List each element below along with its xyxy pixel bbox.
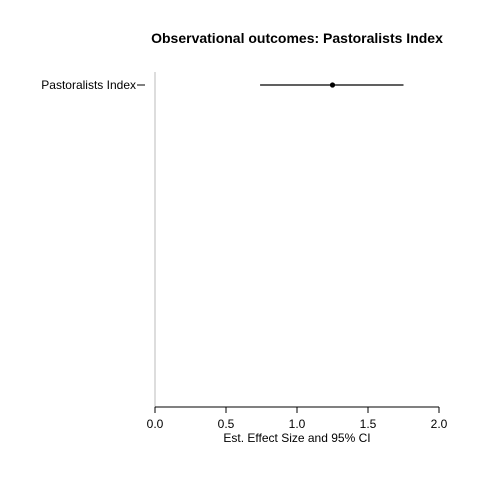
chart-title: Observational outcomes: Pastoralists Ind… <box>151 30 443 46</box>
effect-marks <box>260 82 404 88</box>
x-tick-label: 0.0 <box>147 417 164 431</box>
x-tick-label: 1.5 <box>360 417 377 431</box>
y-axis-categories: Pastoralists Index <box>41 78 145 92</box>
x-tick-label: 0.5 <box>218 417 235 431</box>
x-axis-ticks: 0.0 0.5 1.0 1.5 2.0 <box>147 407 448 431</box>
x-tick-label: 2.0 <box>431 417 448 431</box>
x-axis-title: Est. Effect Size and 95% CI <box>223 431 370 445</box>
estimate-point <box>329 82 336 88</box>
x-tick-label: 1.0 <box>289 417 306 431</box>
category-label: Pastoralists Index <box>41 78 136 92</box>
